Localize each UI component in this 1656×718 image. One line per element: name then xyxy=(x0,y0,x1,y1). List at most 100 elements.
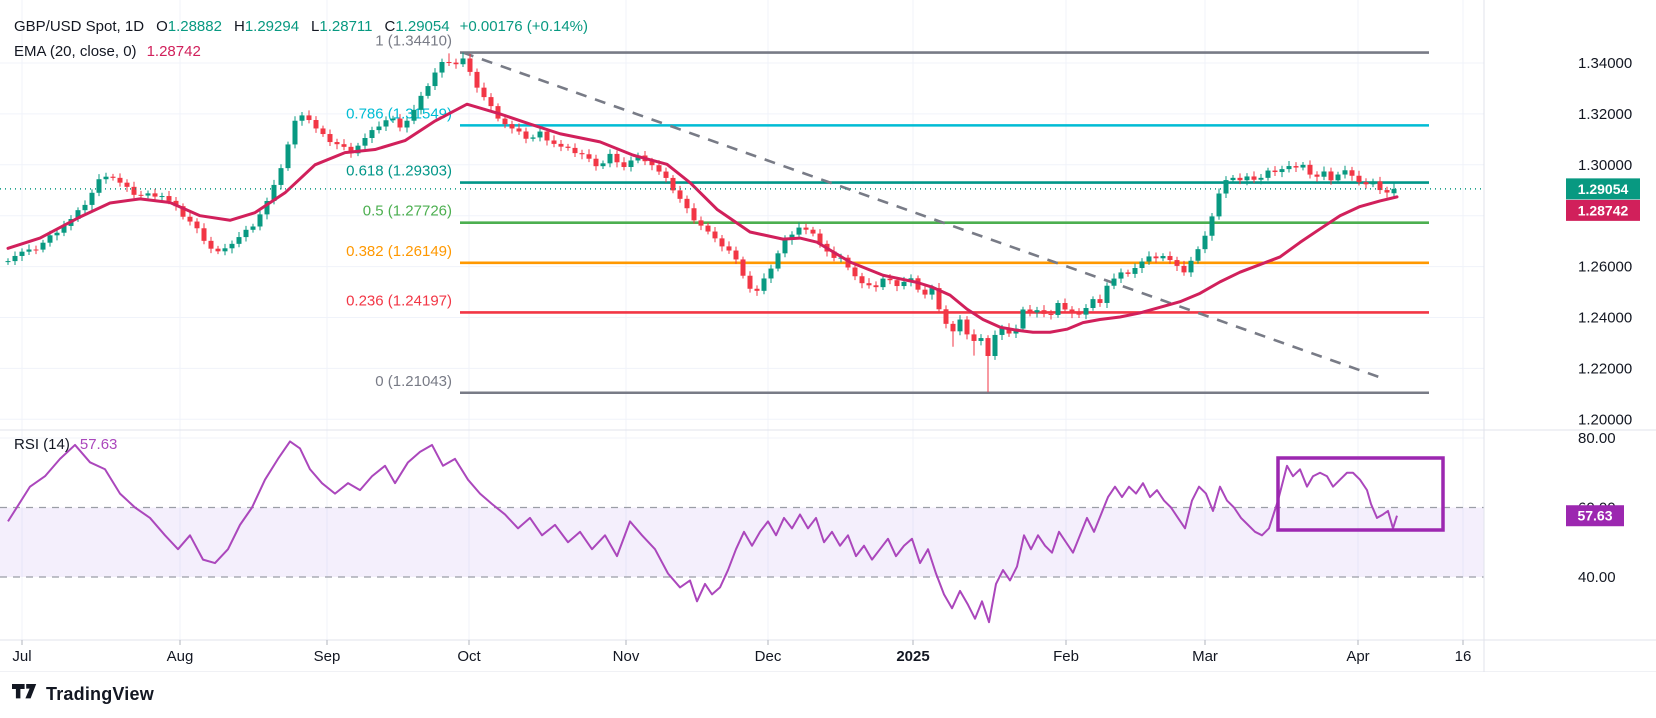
candle-body xyxy=(726,246,732,251)
price-axis-label: 1.26000 xyxy=(1578,259,1632,276)
ema-price-badge xyxy=(1566,199,1640,221)
rsi-highlight-box[interactable] xyxy=(1276,456,1445,532)
candle-body xyxy=(250,226,256,230)
candle-body xyxy=(166,196,172,201)
candle-body xyxy=(75,210,81,220)
time-axis-label: 16 xyxy=(1455,648,1472,665)
candle-body xyxy=(19,251,25,256)
candle-body xyxy=(1104,285,1110,303)
rsi-value-badge xyxy=(1566,505,1624,527)
candle-body xyxy=(12,255,18,262)
candle-body xyxy=(901,281,907,287)
candle-body xyxy=(782,239,788,254)
candle-body xyxy=(1293,166,1299,168)
candle-body xyxy=(733,250,739,260)
candle-body xyxy=(152,193,158,197)
candle-body xyxy=(1139,261,1145,269)
time-axis[interactable]: Jul Aug Sep Oct Nov Dec 2025 Feb Mar Apr 16 xyxy=(12,640,1471,665)
fib-label-0.618: 0.618 (1.29303) xyxy=(346,163,452,180)
price-chart-canvas[interactable]: 1 (1.34410) 0.786 (1.31549) 0.618 (1.29303… xyxy=(0,0,1656,672)
candle-body xyxy=(1258,177,1264,180)
candle-body xyxy=(810,229,816,234)
candle-body xyxy=(376,126,382,131)
candle-body xyxy=(880,278,886,288)
symbol-legend-row[interactable]: GBP/USD Spot, 1D O1.28882 H1.29294 L1.28711… xyxy=(14,14,588,39)
tradingview-logo-icon[interactable] xyxy=(12,684,37,705)
candle-body xyxy=(1272,170,1278,173)
candle-body xyxy=(922,289,928,295)
time-axis-label: Apr xyxy=(1346,648,1369,665)
candle-body xyxy=(894,280,900,287)
candle-body xyxy=(1076,313,1082,315)
fib-label-0.5: 0.5 (1.27726) xyxy=(363,203,452,220)
candle-body xyxy=(159,196,165,198)
candle-body xyxy=(229,243,235,249)
candle-body xyxy=(1237,177,1243,181)
price-axis-label: 1.24000 xyxy=(1578,310,1632,327)
candle-body xyxy=(1391,188,1397,194)
time-axis-label: Feb xyxy=(1053,648,1079,665)
price-axis-label: 1.34000 xyxy=(1578,55,1632,72)
candle-body xyxy=(278,168,284,185)
candle-body xyxy=(950,323,956,332)
candle-body xyxy=(754,288,760,291)
rsi-value-badge-text: 57.63 xyxy=(1577,508,1612,524)
candle-body xyxy=(47,235,53,243)
time-axis-label: Oct xyxy=(457,648,481,665)
candle-body xyxy=(103,176,109,180)
descending-trendline[interactable] xyxy=(462,51,1383,380)
low-value: L1.28711 xyxy=(311,18,373,35)
candle-body xyxy=(628,160,634,167)
candle-body xyxy=(1363,182,1369,185)
candle-body xyxy=(1020,309,1026,329)
candle-body xyxy=(1041,310,1047,314)
candle-body xyxy=(369,130,375,139)
candle-body xyxy=(768,268,774,279)
candle-body xyxy=(775,253,781,269)
candle-body xyxy=(446,61,452,63)
rsi-neutral-band xyxy=(0,507,1484,577)
price-axis-label: 1.30000 xyxy=(1578,157,1632,174)
candle-body xyxy=(306,115,312,121)
candle-body xyxy=(670,177,676,191)
ema-legend-row[interactable]: EMA (20, close, 0) 1.28742 xyxy=(14,39,588,64)
fib-label-0.382: 0.382 (1.26149) xyxy=(346,243,452,260)
candle-body xyxy=(649,161,655,166)
ema-price-badge-text: 1.28742 xyxy=(1578,202,1629,218)
candle-body xyxy=(936,288,942,310)
candle-body xyxy=(271,184,277,201)
rsi-axis-label: 40.00 xyxy=(1578,569,1616,586)
candle-body xyxy=(1286,166,1292,170)
fib-retracement[interactable]: 1 (1.34410) 0.786 (1.31549) 0.618 (1.29303… xyxy=(346,33,1429,395)
daily-change: +0.00176 (+0.14%) xyxy=(459,18,589,35)
rsi-line[interactable] xyxy=(7,440,1398,624)
candle-body xyxy=(621,162,627,167)
candle-body xyxy=(558,143,564,147)
tradingview-wordmark[interactable]: TradingView xyxy=(46,684,154,704)
time-axis-label: Dec xyxy=(755,648,782,665)
candle-body xyxy=(411,109,417,121)
fib-label-1: 1 (1.34410) xyxy=(375,33,452,50)
close-value: C1.29054 xyxy=(384,18,450,35)
rsi-legend-row[interactable]: RSI (14) 57.63 xyxy=(14,436,117,453)
ema-label: EMA (20, close, 0) xyxy=(14,43,137,60)
candle-body xyxy=(355,145,361,154)
candle-body xyxy=(971,334,977,341)
candle-body xyxy=(523,131,529,139)
candle-body xyxy=(1181,265,1187,273)
candle-body xyxy=(124,182,130,187)
candle-body xyxy=(1335,174,1341,181)
candle-body xyxy=(1006,328,1012,334)
candle-body xyxy=(264,200,270,215)
candle-body xyxy=(1069,309,1075,314)
candle-body xyxy=(684,198,690,209)
candle-body xyxy=(1216,193,1222,217)
candle-body xyxy=(222,248,228,252)
time-axis-label: Aug xyxy=(167,648,194,665)
candle-body xyxy=(1384,190,1390,193)
candle-body xyxy=(614,153,620,163)
ema-line[interactable] xyxy=(6,102,1399,334)
candle-body xyxy=(1118,272,1124,279)
candle-body xyxy=(1097,299,1103,303)
